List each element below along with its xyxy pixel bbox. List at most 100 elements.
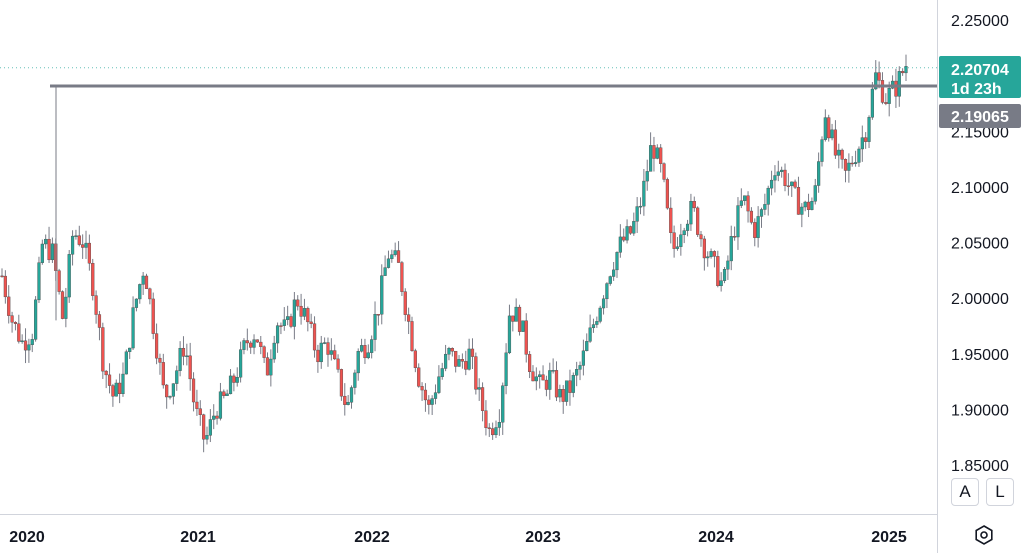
candle: [679, 223, 683, 256]
candle-body-down: [7, 296, 11, 316]
candle: [870, 82, 874, 120]
horizontal-line-label: 2.19065: [951, 109, 1009, 126]
candle-body-up: [235, 377, 239, 383]
candle-body-up: [591, 324, 596, 329]
candle: [709, 248, 713, 259]
candle: [306, 306, 310, 332]
candle: [843, 158, 848, 183]
candle: [598, 305, 602, 324]
candle: [564, 380, 569, 406]
candle: [618, 224, 622, 258]
candle: [652, 136, 656, 172]
candle: [460, 353, 465, 369]
candle: [181, 336, 186, 366]
candle-body-up: [40, 243, 44, 263]
candle: [225, 389, 229, 397]
candle: [699, 230, 703, 247]
candle-body-down: [877, 72, 881, 81]
candle: [309, 313, 313, 329]
candle-body-up: [585, 341, 589, 352]
candle-body-up: [225, 393, 229, 396]
candle-body-up: [50, 243, 55, 261]
candle-body-up: [766, 187, 770, 205]
candle: [393, 242, 397, 257]
candle: [97, 310, 102, 341]
candle: [474, 352, 478, 395]
candle: [255, 339, 260, 343]
candle: [107, 363, 112, 394]
candles: [0, 54, 908, 453]
candle-body-up: [121, 373, 125, 395]
candle-body-up: [34, 299, 38, 340]
candle-body-up: [608, 276, 612, 284]
candle: [722, 267, 727, 284]
log-scale-button[interactable]: L: [986, 478, 1014, 506]
candle-body-down: [165, 384, 169, 398]
candle-body-down: [410, 321, 414, 351]
candle-body-down: [144, 275, 149, 289]
candle: [87, 234, 91, 271]
candle: [326, 337, 330, 367]
candle-body-down: [316, 349, 320, 363]
candle-body-up: [205, 435, 209, 440]
candle: [336, 354, 340, 373]
candle: [497, 409, 501, 436]
candle-body-up: [171, 383, 175, 397]
candle-body-down: [299, 305, 303, 317]
candle-body-down: [672, 232, 676, 249]
settings-icon[interactable]: [975, 525, 993, 545]
candle: [622, 228, 626, 243]
candle-body-up: [780, 169, 784, 172]
candle: [329, 338, 333, 361]
candle: [359, 338, 364, 353]
candle-body-up: [847, 162, 851, 171]
candle: [615, 251, 619, 278]
y-tick-label: 2.00000: [951, 291, 1009, 308]
candle: [783, 163, 787, 192]
candle: [487, 423, 491, 437]
candle-body-down: [343, 395, 347, 405]
candle-body-down: [474, 356, 478, 390]
candle: [447, 346, 451, 361]
candle-body-up: [272, 342, 276, 360]
candle-body-down: [396, 250, 401, 263]
candle: [420, 382, 424, 401]
candle: [34, 296, 38, 342]
candle-body-down: [665, 179, 669, 209]
candle: [339, 368, 344, 401]
candle: [790, 181, 794, 197]
candle-body-up: [138, 284, 142, 300]
candle-body-up: [685, 223, 690, 231]
candle: [296, 295, 300, 311]
candle: [817, 152, 821, 193]
candle: [531, 365, 535, 382]
candle-body-down: [783, 169, 787, 186]
candle-body-up: [514, 306, 518, 322]
candle: [813, 178, 817, 205]
candle: [685, 219, 690, 237]
auto-scale-button[interactable]: A: [951, 478, 979, 506]
candle-body-up: [857, 148, 861, 163]
candle: [628, 225, 633, 235]
candle: [548, 362, 552, 400]
candle-body-down: [840, 149, 844, 160]
candle-body-up: [467, 348, 471, 370]
candle-body-down: [403, 291, 407, 315]
candle-body-down: [692, 201, 696, 209]
candle-body-up: [709, 251, 713, 257]
candle-body-down: [47, 238, 51, 261]
candle-body-down: [712, 251, 717, 257]
candle: [837, 143, 841, 169]
candle-body-down: [77, 235, 81, 245]
candle: [30, 333, 34, 353]
candle-body-up: [615, 252, 619, 271]
candle-body-down: [806, 201, 811, 210]
candle-body-down: [544, 379, 549, 390]
candle-body-down: [517, 306, 522, 332]
candle-body-up: [134, 298, 139, 308]
candle-body-down: [97, 314, 102, 328]
candle: [901, 68, 905, 76]
candle-body-down: [470, 348, 475, 357]
candle-body-up: [763, 204, 767, 210]
